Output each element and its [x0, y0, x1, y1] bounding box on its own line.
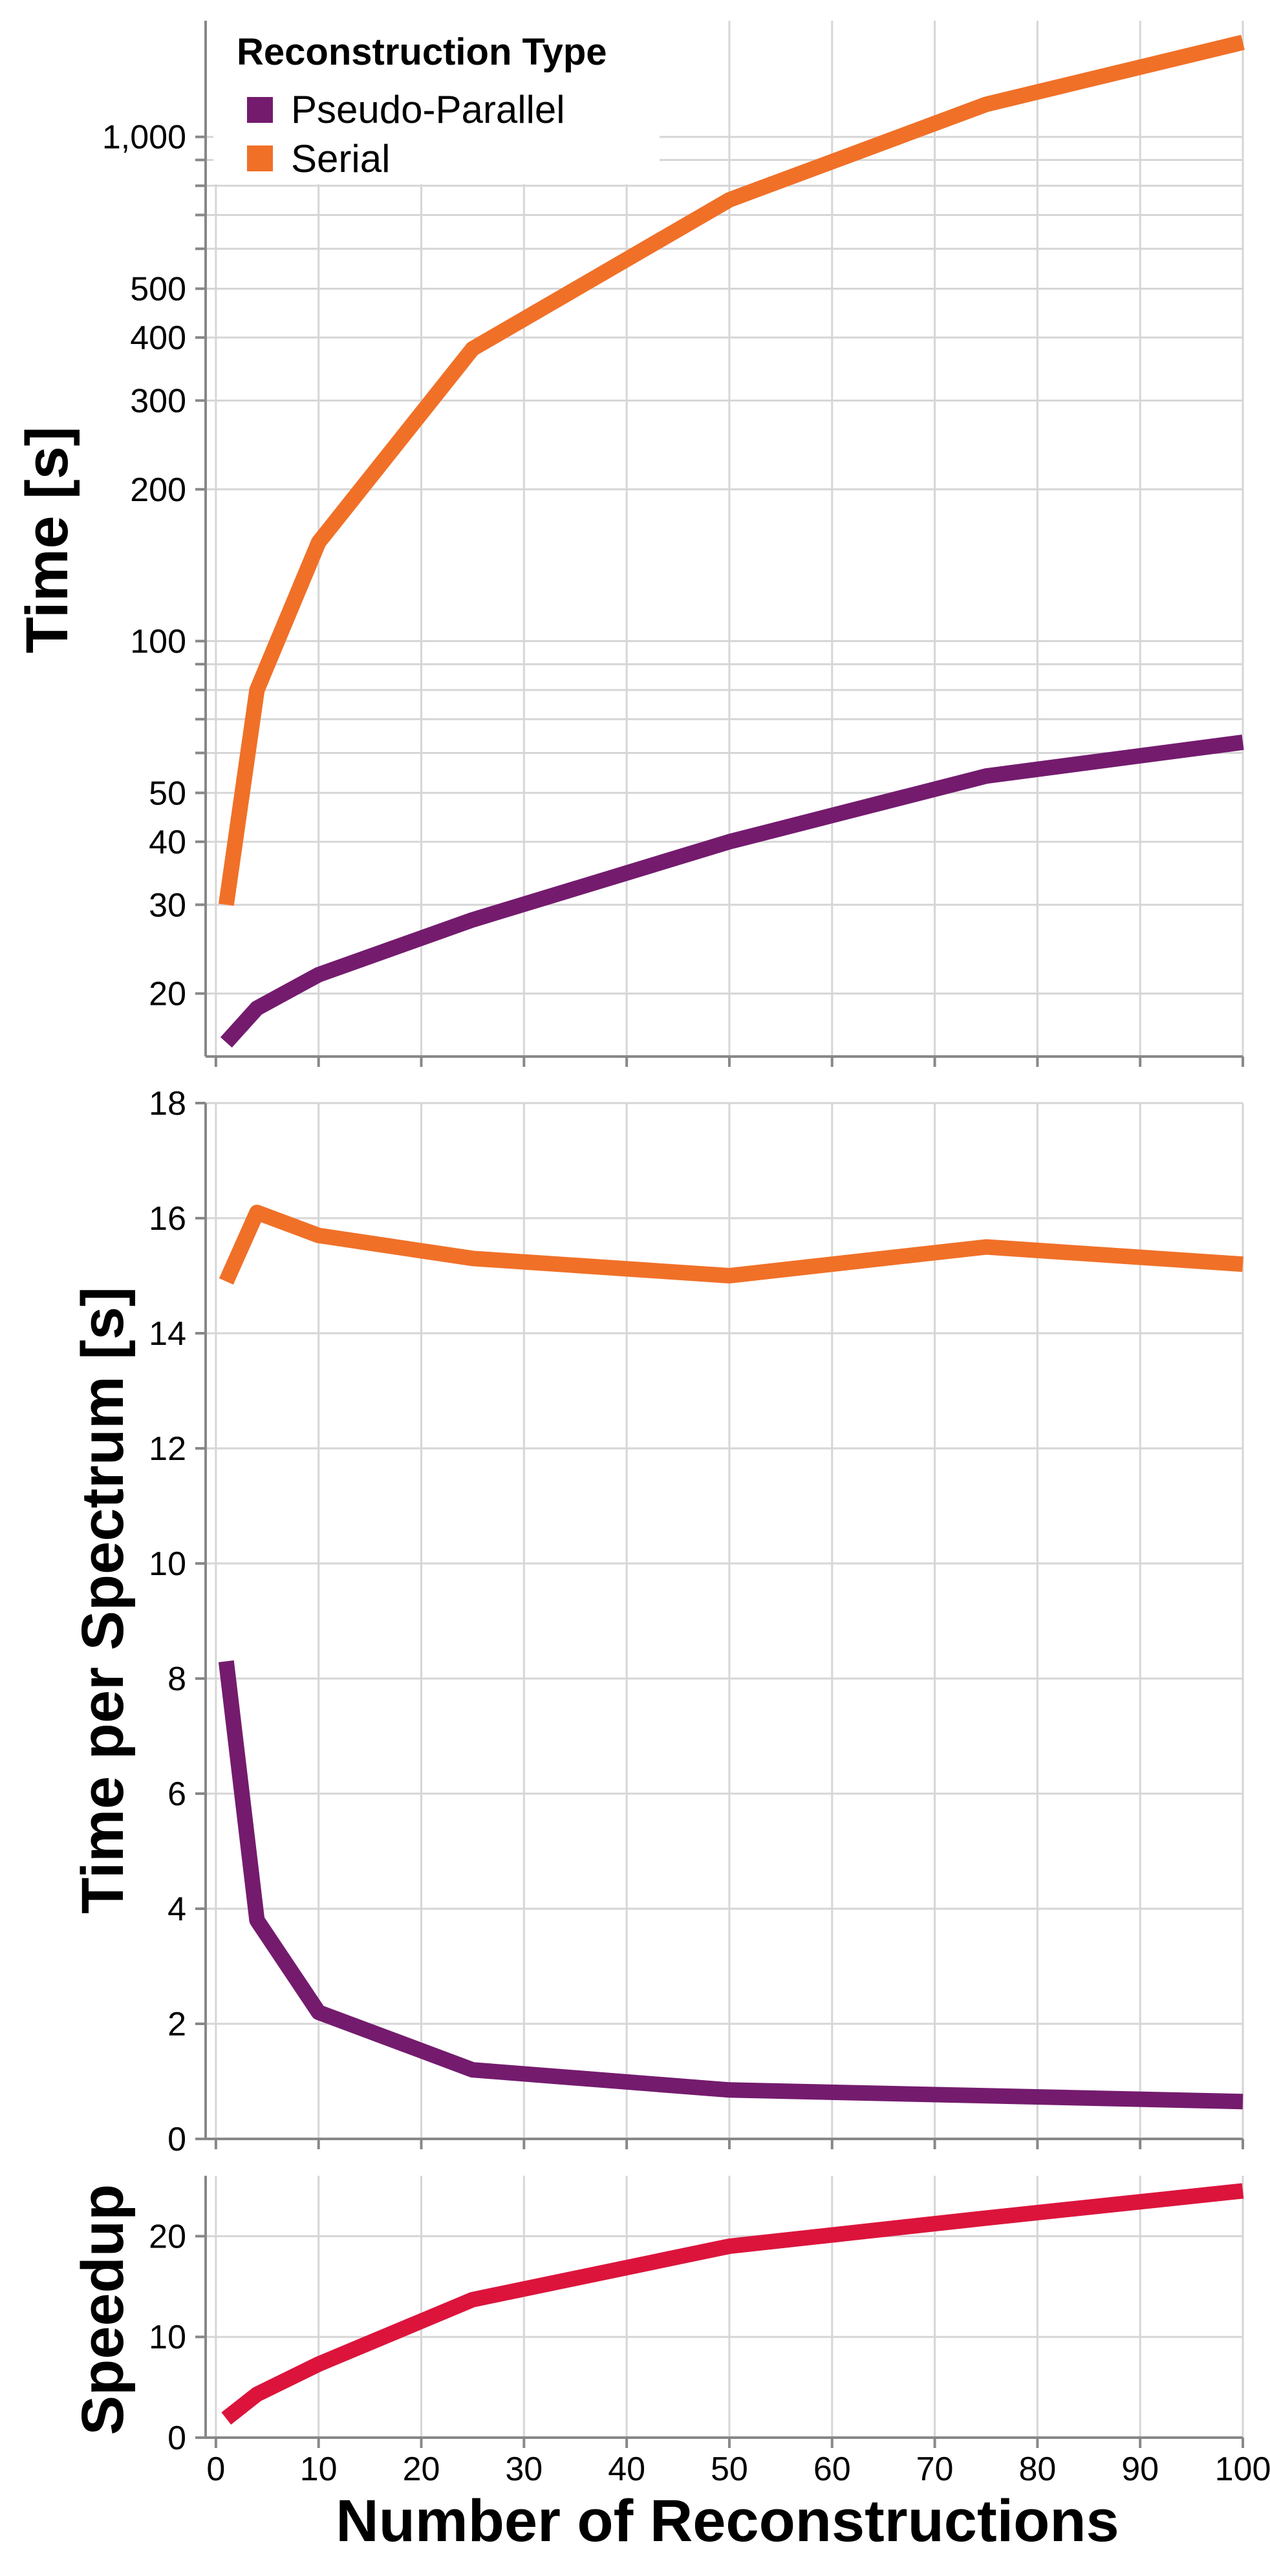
y-tick-label: 200 [130, 471, 186, 509]
y-tick-label: 0 [167, 2121, 186, 2158]
series-line-pseudo-parallel [218, 1660, 1243, 2110]
y-tick-label: 0 [167, 2420, 186, 2457]
time-panel: 20 30 40 50 100 200 300 400 500 1,000 Time [s] [14, 21, 1245, 1067]
series-line-speedup [221, 2183, 1244, 2425]
x-tick-label: 10 [300, 2451, 338, 2488]
y-tick-label: 50 [149, 775, 186, 812]
y-tick-label: 40 [149, 824, 186, 861]
y-tick-label: 30 [149, 886, 186, 924]
x-tick-label: 70 [916, 2451, 954, 2488]
y-tick-label: 300 [130, 382, 186, 420]
y-tick-label: 10 [149, 1545, 186, 1583]
y-tick-label: 100 [130, 623, 186, 661]
y-axis-title-speedup: Speedup [70, 2184, 136, 2435]
series-line-serial [219, 1205, 1243, 1285]
y-tick-label: 14 [149, 1315, 186, 1353]
speedup-panel: 0 10 20 Speedup [70, 2176, 1244, 2457]
y-tick-label: 400 [130, 319, 186, 357]
y-tick-label: 12 [149, 1430, 186, 1468]
legend-title: Reconstruction Type [237, 31, 607, 73]
time-per-spectrum-panel: 0 2 4 6 8 10 12 14 16 18 Time per Spectrum [s] [70, 1085, 1244, 2158]
y-tick-label: 16 [149, 1200, 186, 1238]
y-tick-label: 20 [149, 976, 186, 1013]
legend: Reconstruction Type Pseudo-Parallel Seri… [213, 13, 660, 184]
legend-swatch-pseudo-parallel [247, 97, 273, 123]
y-tick-label: 18 [149, 1085, 186, 1122]
x-axis: 0 10 20 30 40 50 60 70 80 90 100 [206, 2451, 1270, 2488]
y-tick-label: 6 [167, 1776, 186, 1813]
x-tick-label: 80 [1018, 2451, 1056, 2488]
x-tick-label: 100 [1215, 2451, 1270, 2488]
y-axis-title-time-per-spectrum: Time per Spectrum [s] [70, 1287, 136, 1914]
y-axis-title-time: Time [s] [14, 426, 80, 653]
x-tick-label: 20 [403, 2451, 440, 2488]
y-tick-label: 10 [149, 2319, 186, 2356]
legend-label-serial: Serial [291, 137, 390, 180]
y-tick-label: 2 [167, 2006, 186, 2043]
series-line-pseudo-parallel [220, 735, 1244, 1048]
x-tick-label: 90 [1121, 2451, 1159, 2488]
legend-label-pseudo-parallel: Pseudo-Parallel [291, 88, 565, 131]
y-tick-label: 1,000 [102, 119, 186, 156]
x-tick-label: 40 [608, 2451, 645, 2488]
y-tick-label: 20 [149, 2218, 186, 2255]
y-tick-label: 8 [167, 1660, 186, 1698]
legend-background [213, 13, 660, 184]
series-line-serial [218, 34, 1245, 907]
y-tick-label: 500 [130, 270, 186, 308]
x-axis-title: Number of Reconstructions [336, 2488, 1119, 2554]
x-tick-label: 60 [813, 2451, 851, 2488]
legend-swatch-serial [247, 145, 273, 171]
x-tick-label: 50 [711, 2451, 748, 2488]
x-tick-label: 0 [206, 2451, 225, 2488]
y-tick-label: 4 [167, 1891, 186, 1928]
x-tick-label: 30 [505, 2451, 543, 2488]
